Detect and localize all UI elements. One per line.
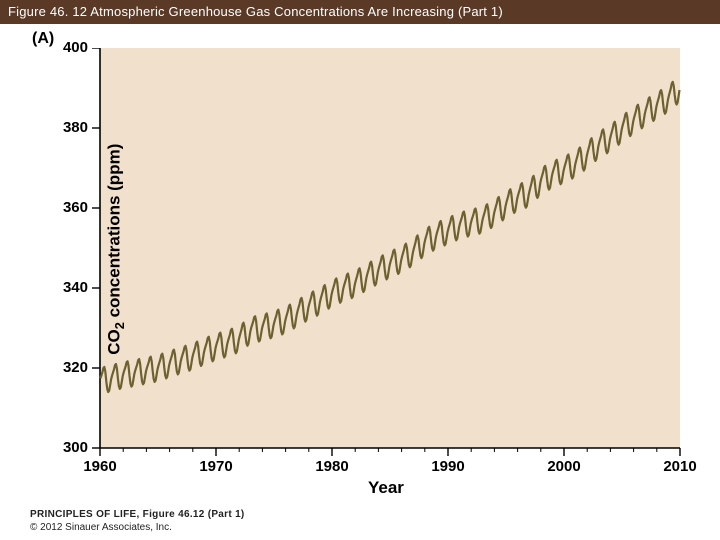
y-axis-label: CO2 concentrations (ppm) <box>104 144 126 355</box>
footer-line1: PRINCIPLES OF LIFE, Figure 46.12 (Part 1… <box>30 509 245 520</box>
x-tick-label: 1960 <box>76 458 124 475</box>
y-tick-label: 380 <box>40 119 88 136</box>
y-tick-label: 400 <box>40 39 88 56</box>
line-chart <box>88 48 682 464</box>
footer-line2: © 2012 Sinauer Associates, Inc. <box>30 522 172 533</box>
x-tick-label: 2000 <box>540 458 588 475</box>
y-tick-label: 360 <box>40 199 88 216</box>
y-tick-label: 340 <box>40 279 88 296</box>
figure-title: Figure 46. 12 Atmospheric Greenhouse Gas… <box>8 4 503 19</box>
x-tick-label: 1990 <box>424 458 472 475</box>
y-tick-label: 320 <box>40 359 88 376</box>
x-axis-label: Year <box>368 478 404 498</box>
figure-area: (A) CO2 concentrations (ppm) Year 300320… <box>0 24 720 504</box>
figure-footer: PRINCIPLES OF LIFE, Figure 46.12 (Part 1… <box>30 509 245 534</box>
x-tick-label: 2010 <box>656 458 704 475</box>
header-bar: Figure 46. 12 Atmospheric Greenhouse Gas… <box>0 0 720 24</box>
y-tick-label: 300 <box>40 439 88 456</box>
x-tick-label: 1980 <box>308 458 356 475</box>
x-tick-label: 1970 <box>192 458 240 475</box>
